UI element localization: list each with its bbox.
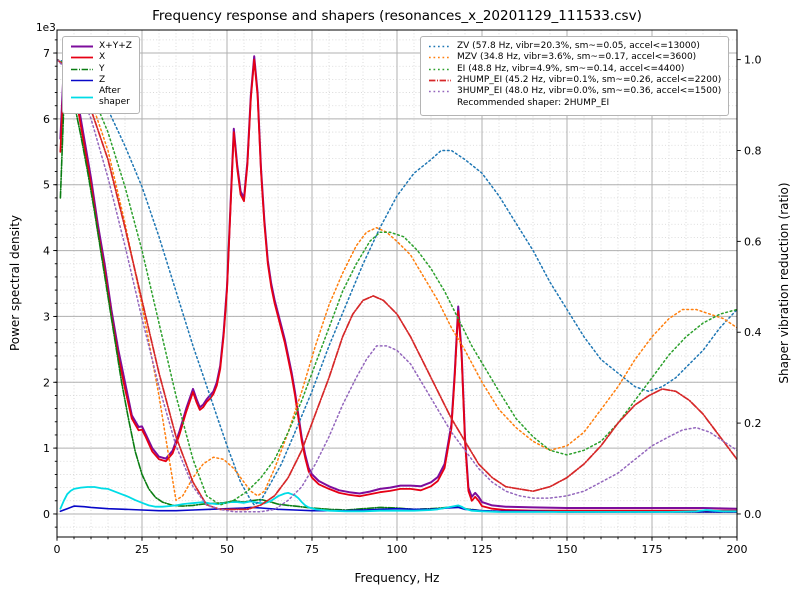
- legend-item-after-shaper: After shaper: [70, 86, 132, 109]
- series-mzv: [57, 58, 737, 502]
- legend-label-3hump-ei: 3HUMP_EI (48.0 Hz, vibr=0.0%, sm~=0.36, …: [457, 86, 722, 96]
- grid-lines: [56, 30, 738, 537]
- legend-label-x: X: [99, 52, 106, 63]
- series-x-y-z: [59, 52, 737, 510]
- svg-text:0.2: 0.2: [744, 417, 762, 430]
- series-zv: [57, 58, 737, 506]
- svg-text:50: 50: [220, 543, 234, 556]
- svg-text:0.0: 0.0: [744, 508, 762, 521]
- svg-text:175: 175: [642, 543, 663, 556]
- svg-text:4: 4: [43, 245, 50, 258]
- legend-line-sample: [71, 96, 93, 99]
- legend-item-ei: EI (48.8 Hz, vibr=4.9%, sm~=0.14, accel<…: [428, 64, 721, 75]
- y-axis-label-left: Power spectral density: [8, 214, 22, 352]
- legend-line-sample: [71, 45, 93, 48]
- svg-text:100: 100: [387, 543, 408, 556]
- legend-line-sample: [71, 56, 93, 59]
- svg-text:0: 0: [54, 543, 61, 556]
- legend-line-sample: [429, 45, 451, 48]
- legend-label-zv: ZV (57.8 Hz, vibr=20.3%, sm~=0.05, accel…: [457, 41, 700, 51]
- series-ei: [57, 58, 737, 506]
- series-3hump-ei: [57, 58, 737, 513]
- plot-frame: [56, 29, 738, 538]
- series-2hump-ei: [57, 58, 737, 511]
- svg-text:125: 125: [472, 543, 493, 556]
- legend-label-y: Y: [99, 63, 105, 74]
- legend-line-sample: [71, 68, 93, 70]
- svg-text:5: 5: [43, 179, 50, 192]
- legend-label-x-y-z: X+Y+Z: [99, 41, 132, 51]
- svg-text:6: 6: [43, 113, 50, 126]
- legend-psd-series: X+Y+Z X Y Z After shaper: [62, 36, 140, 114]
- legend-label-after-shaper: After shaper: [99, 86, 130, 108]
- series-x: [59, 58, 737, 512]
- legend-line-sample: [429, 90, 451, 93]
- svg-text:3: 3: [43, 310, 50, 323]
- legend-line-sample: [429, 79, 451, 82]
- recommended-shaper-note: Recommended shaper: 2HUMP_EI: [457, 98, 610, 109]
- svg-text:7: 7: [43, 47, 50, 60]
- svg-text:150: 150: [557, 543, 578, 556]
- series-after-shaper: [59, 486, 737, 513]
- svg-text:2: 2: [43, 376, 50, 389]
- legend-item-x: X: [70, 52, 132, 63]
- legend-item-x-y-z: X+Y+Z: [70, 41, 132, 52]
- y-axis-label-right: Shaper vibration reduction (ratio): [777, 182, 791, 384]
- legend-label-ei: EI (48.8 Hz, vibr=4.9%, sm~=0.14, accel<…: [457, 63, 685, 74]
- legend-line-sample: [71, 79, 93, 82]
- series-lines: [57, 52, 737, 513]
- svg-text:0.4: 0.4: [744, 326, 762, 339]
- legend-label-z: Z: [99, 74, 106, 85]
- series-y: [59, 78, 737, 513]
- svg-text:0: 0: [43, 508, 50, 521]
- x-axis-label: Frequency, Hz: [354, 571, 440, 585]
- legend-line-sample: [429, 57, 451, 59]
- legend-label-2hump-ei: 2HUMP_EI (45.2 Hz, vibr=0.1%, sm~=0.26, …: [457, 74, 722, 85]
- legend-item-2hump-ei: 2HUMP_EI (45.2 Hz, vibr=0.1%, sm~=0.26, …: [428, 75, 721, 86]
- svg-text:1.0: 1.0: [744, 54, 762, 67]
- svg-text:0.8: 0.8: [744, 144, 762, 157]
- legend-item-z: Z: [70, 75, 132, 86]
- svg-text:25: 25: [135, 543, 149, 556]
- svg-text:200: 200: [727, 543, 748, 556]
- legend-item-zv: ZV (57.8 Hz, vibr=20.3%, sm~=0.05, accel…: [428, 41, 721, 52]
- chart-title: Frequency response and shapers (resonanc…: [152, 8, 642, 24]
- y-axis-offset-label: 1e3: [36, 22, 56, 34]
- legend-item-mzv: MZV (34.8 Hz, vibr=3.6%, sm~=0.17, accel…: [428, 52, 721, 63]
- svg-text:75: 75: [305, 543, 319, 556]
- legend-line-sample: [429, 68, 451, 70]
- svg-text:1: 1: [43, 442, 50, 455]
- axis-ticks: 0 25 50 75 100 125 150 175 200 0 1 2 3 4 5 6 7 0.0 0.2 0.4 0…: [43, 39, 762, 556]
- legend-label-mzv: MZV (34.8 Hz, vibr=3.6%, sm~=0.17, accel…: [457, 52, 697, 63]
- legend-item-y: Y: [70, 64, 132, 75]
- svg-text:0.6: 0.6: [744, 235, 762, 248]
- legend-item-3hump-ei: 3HUMP_EI (48.0 Hz, vibr=0.0%, sm~=0.36, …: [428, 86, 721, 97]
- legend-shapers: ZV (57.8 Hz, vibr=20.3%, sm~=0.05, accel…: [420, 36, 730, 116]
